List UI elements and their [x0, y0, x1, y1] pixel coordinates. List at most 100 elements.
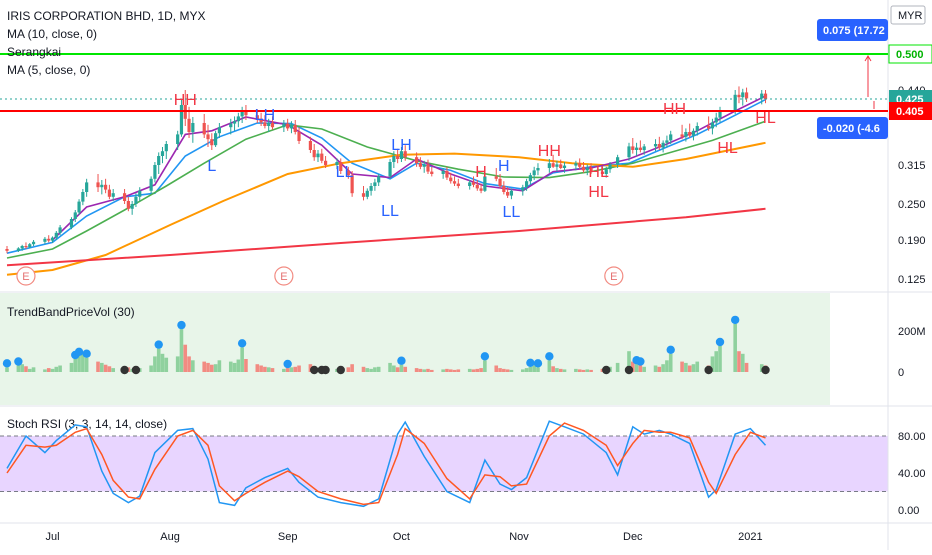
volume-signal-dot — [533, 359, 543, 368]
volume-bar — [392, 365, 396, 372]
candle-body — [47, 238, 51, 241]
x-tick-label: Jul — [45, 531, 59, 543]
volume-bar — [31, 367, 36, 372]
volume-bar — [744, 362, 749, 372]
volume-signal-dot — [624, 365, 634, 375]
candle-body — [153, 165, 157, 179]
volume-signal-dot — [154, 340, 163, 349]
x-tick-label: Dec — [623, 531, 643, 543]
measure-arrow-head — [864, 55, 872, 62]
candle-body — [691, 130, 696, 136]
candle-body — [232, 121, 237, 124]
volume-bar — [58, 365, 62, 372]
candle-body — [85, 182, 89, 192]
volume-bar — [107, 366, 112, 372]
candle-body — [399, 151, 404, 159]
volume-signal-dot — [526, 358, 535, 367]
candle-body — [441, 171, 445, 174]
candle-body — [293, 124, 297, 132]
swing-label: H — [475, 164, 487, 181]
candle-body — [335, 162, 339, 165]
earnings-marker — [274, 266, 294, 286]
volume-bar — [228, 361, 233, 372]
volume-bar — [46, 368, 51, 372]
volume-bar — [589, 369, 593, 372]
x-tick-label: Oct — [393, 531, 410, 543]
indicator-legend-ma5[interactable]: MA (5, close, 0) — [7, 63, 91, 77]
candle-body — [415, 157, 419, 164]
volume-bar — [50, 368, 55, 372]
moving-average-line — [6, 207, 766, 267]
candle-body — [506, 192, 510, 196]
volume-signal-dot — [74, 347, 84, 357]
symbol-legend[interactable]: IRIS CORPORATION BHD, 1D, MYX — [7, 9, 206, 23]
candle-body — [263, 122, 267, 126]
volume-signal-dot — [480, 352, 490, 361]
volume-signal-dot — [14, 357, 23, 366]
swing-label: H — [498, 158, 510, 175]
volume-bar — [376, 366, 381, 372]
candle-body — [638, 147, 642, 150]
moving-average-line — [6, 98, 766, 254]
volume-signal-dot — [636, 357, 645, 366]
volume-bar — [630, 361, 635, 372]
green-level-badge-bg — [889, 45, 932, 63]
candle-body — [157, 156, 161, 165]
volume-bar — [244, 359, 248, 372]
volume-bar — [665, 360, 669, 372]
volume-bar — [532, 365, 536, 372]
rsi-tick-label: 80.00 — [898, 431, 926, 443]
swing-label: L — [207, 158, 216, 175]
volume-bar — [160, 353, 165, 372]
candle-body — [718, 110, 722, 118]
x-tick-label: Aug — [160, 531, 180, 543]
x-tick-label: 2021 — [738, 531, 762, 543]
candle-body — [449, 177, 453, 182]
volume-signal-dot — [283, 359, 292, 369]
volume-pane-bg — [0, 293, 830, 405]
candle-body — [741, 92, 745, 98]
candle-body — [669, 134, 673, 141]
candle-body — [475, 184, 479, 189]
candle-body — [50, 237, 55, 241]
volume-bar — [422, 369, 426, 372]
candle-body — [585, 168, 589, 171]
volume-bar — [270, 368, 275, 372]
earnings-marker-label: E — [280, 271, 287, 283]
candle-body — [187, 118, 191, 132]
volume-bar — [581, 369, 586, 372]
candle-body — [191, 123, 195, 132]
indicator-legend-serangkai[interactable]: Serangkai — [7, 45, 62, 59]
candle-body — [521, 187, 525, 191]
volume-bar — [54, 366, 59, 372]
candle-body — [581, 166, 586, 171]
candle-body — [69, 219, 74, 228]
candle-body — [282, 123, 286, 128]
candle-body — [536, 168, 540, 171]
volume-bar — [695, 361, 700, 372]
volume-bar — [259, 365, 263, 372]
volume-bar — [733, 323, 737, 372]
volume-bar — [266, 367, 271, 372]
candle-body — [149, 178, 153, 191]
candle-body — [259, 118, 263, 123]
volume-bar — [502, 368, 506, 372]
volume-bar — [687, 365, 692, 372]
candle-body — [661, 142, 665, 148]
candle-body — [217, 127, 221, 134]
volume-signal-dot — [82, 349, 91, 358]
candle-body — [164, 144, 168, 152]
candle-body — [665, 140, 669, 143]
volume-signal-dot — [237, 339, 247, 348]
candle-body — [737, 94, 741, 98]
volume-bar — [103, 364, 108, 372]
candle-body — [24, 246, 28, 248]
volume-bar — [20, 364, 24, 372]
volume-bar — [710, 356, 715, 372]
candle-body — [695, 126, 699, 131]
rsi-tick-label: 0.00 — [898, 505, 919, 517]
indicator-legend-ma10[interactable]: MA (10, close, 0) — [7, 27, 98, 41]
volume-bar — [175, 356, 180, 372]
earnings-marker-label: E — [610, 271, 617, 283]
volume-bar — [418, 368, 423, 372]
